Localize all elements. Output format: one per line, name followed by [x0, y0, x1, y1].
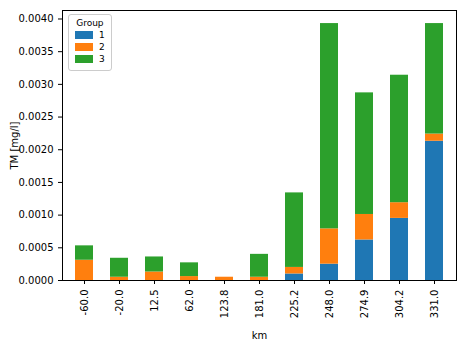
- svg-text:-20.0: -20.0: [114, 290, 125, 316]
- svg-text:0.0005: 0.0005: [19, 242, 54, 253]
- svg-text:0.0035: 0.0035: [19, 46, 54, 57]
- svg-text:0.0000: 0.0000: [19, 275, 54, 286]
- svg-text:274.9: 274.9: [359, 290, 370, 319]
- svg-text:0.0025: 0.0025: [19, 111, 54, 122]
- svg-text:12.5: 12.5: [149, 290, 160, 312]
- html-text:1: 1: [99, 30, 105, 40]
- html-text:Group: Group: [76, 18, 104, 28]
- svg-text:0.0020: 0.0020: [19, 144, 54, 155]
- svg-text:248.0: 248.0: [324, 290, 335, 319]
- svg-text:km: km: [252, 330, 268, 341]
- svg-text:TM [mg/l]: TM [mg/l]: [9, 121, 20, 170]
- svg-text:62.0: 62.0: [184, 290, 195, 312]
- svg-text:304.2: 304.2: [394, 290, 405, 319]
- svg-text:0.0010: 0.0010: [19, 209, 54, 220]
- svg-text:331.0: 331.0: [429, 290, 440, 319]
- svg-text:-60.0: -60.0: [79, 290, 90, 316]
- svg-text:225.2: 225.2: [289, 290, 300, 319]
- svg-text:0.0015: 0.0015: [19, 177, 54, 188]
- svg-text:123.8: 123.8: [219, 290, 230, 319]
- svg-text:0.0040: 0.0040: [19, 13, 54, 24]
- html-text:2: 2: [99, 42, 105, 52]
- svg-text:0.0030: 0.0030: [19, 79, 54, 90]
- svg-text:181.0: 181.0: [254, 290, 265, 319]
- html-text:3: 3: [99, 54, 105, 64]
